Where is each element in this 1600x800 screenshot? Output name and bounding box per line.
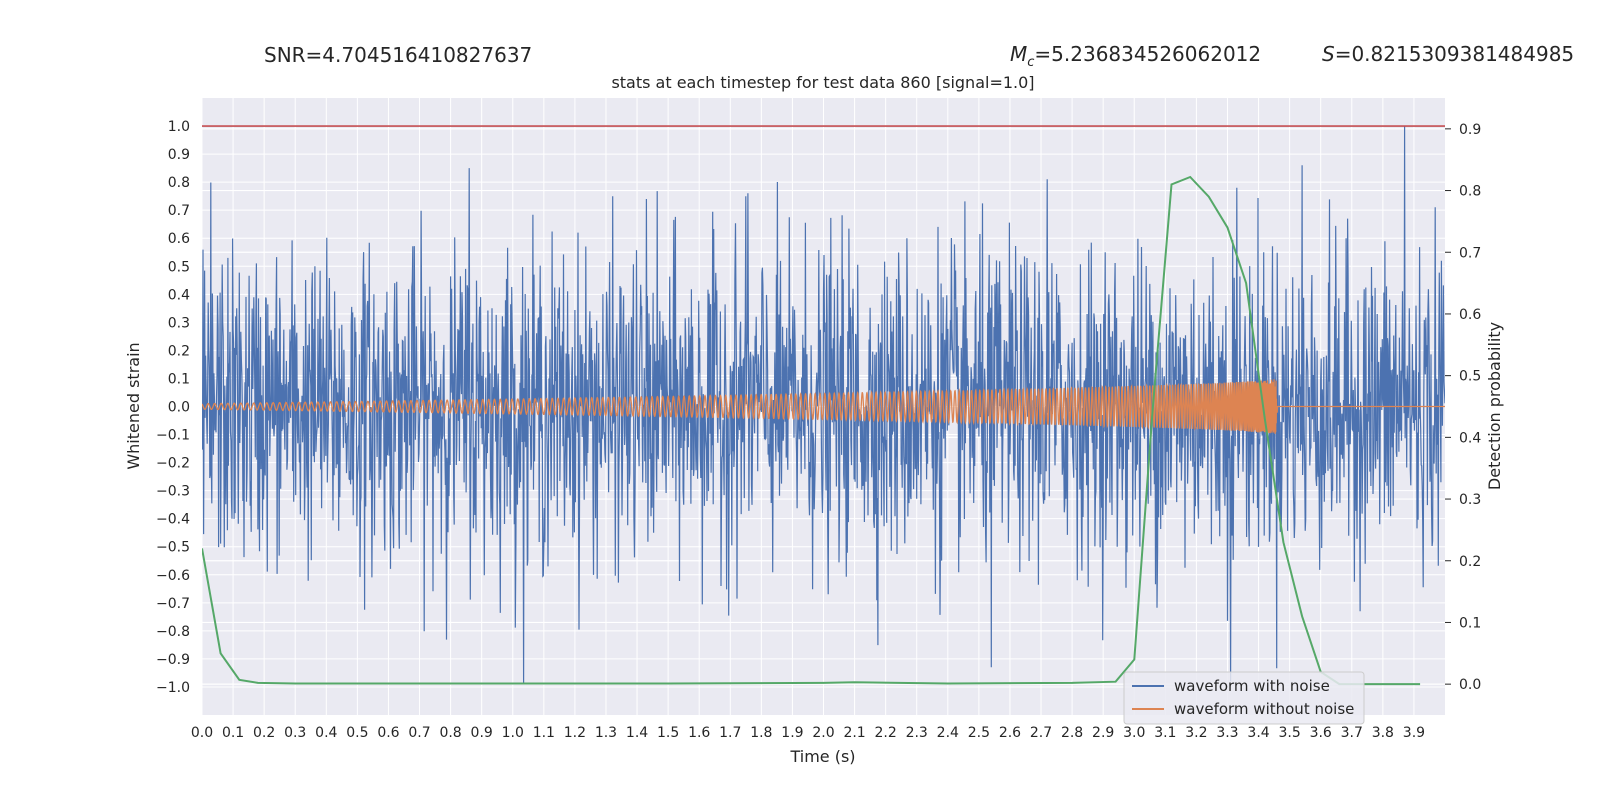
legend-label-clean: waveform without noise (1174, 700, 1354, 718)
y2-tick-label: 0.7 (1459, 245, 1481, 261)
x-tick-label: 2.6 (999, 725, 1021, 741)
chirp-mass-label: Mc=5.236834526062012 (1010, 42, 1261, 70)
y-axis-label: Whitened strain (124, 342, 143, 469)
x-tick-label: 2.7 (1030, 725, 1052, 741)
x-tick-label: 3.9 (1403, 725, 1425, 741)
x-tick-label: 1.6 (688, 725, 710, 741)
x-tick-label: 1.7 (719, 725, 741, 741)
y-tick-label: 0.2 (168, 343, 190, 359)
y-tick-label: −0.6 (156, 568, 190, 584)
y-tick-label: −0.2 (156, 456, 190, 472)
y-tick-label: 0.9 (168, 147, 190, 163)
x-tick-label: 1.1 (533, 725, 555, 741)
y-tick-label: −1.0 (156, 680, 190, 696)
x-tick-label: 2.1 (843, 725, 865, 741)
x-tick-label: 1.5 (657, 725, 679, 741)
y2-tick-label: 0.6 (1459, 307, 1481, 323)
legend: waveform with noise waveform without noi… (1123, 671, 1365, 725)
y-tick-label: −0.5 (156, 540, 190, 556)
x-tick-label: 2.2 (875, 725, 897, 741)
snr-label: SNR=4.704516410827637 (264, 43, 532, 67)
x-tick-label: 1.9 (781, 725, 803, 741)
y-tick-label: 0.7 (168, 203, 190, 219)
series-waveform-with-noise (202, 125, 1445, 684)
x-tick-label: 0.9 (471, 725, 493, 741)
y2-axis-label: Detection probability (1485, 322, 1504, 490)
y2-axis-ticks: 0.9 0.8 0.7 0.6 0.5 0.4 0.3 0.2 0.1 0.0 (1445, 122, 1481, 693)
series-waveform-without-noise (202, 379, 1445, 434)
x-axis-label: Time (s) (789, 747, 855, 766)
x-tick-label: 0.2 (253, 725, 275, 741)
x-tick-label: 3.2 (1185, 725, 1207, 741)
y-tick-label: 0.0 (168, 400, 190, 416)
y2-tick-label: 0.4 (1459, 430, 1481, 446)
x-tick-label: 3.3 (1216, 725, 1238, 741)
x-tick-label: 3.0 (1123, 725, 1145, 741)
y-tick-label: −0.7 (156, 596, 190, 612)
y-tick-label: −0.3 (156, 484, 190, 500)
x-tick-label: 2.4 (937, 725, 959, 741)
x-axis-ticks: 0.0 0.1 0.2 0.3 0.4 0.5 0.6 0.7 0.8 0.9 1.0 1.1 1.2 1… (191, 725, 1425, 741)
y-tick-label: 0.1 (168, 371, 190, 387)
x-tick-label: 1.4 (626, 725, 648, 741)
x-tick-label: 0.3 (284, 725, 306, 741)
y2-tick-label: 0.0 (1459, 677, 1481, 693)
y2-tick-label: 0.3 (1459, 492, 1481, 508)
x-tick-label: 1.0 (502, 725, 524, 741)
x-tick-label: 0.7 (408, 725, 430, 741)
s-value-label: S=0.8215309381484985 (1322, 42, 1574, 66)
x-tick-label: 2.5 (968, 725, 990, 741)
x-tick-label: 1.3 (595, 725, 617, 741)
x-tick-label: 3.7 (1341, 725, 1363, 741)
y2-tick-label: 0.5 (1459, 369, 1481, 385)
y2-tick-label: 0.2 (1459, 554, 1481, 570)
x-tick-label: 0.0 (191, 725, 213, 741)
y2-tick-label: 0.8 (1459, 184, 1481, 200)
y-tick-label: −0.1 (156, 428, 190, 444)
y-tick-label: 1.0 (168, 119, 190, 135)
x-tick-label: 3.1 (1154, 725, 1176, 741)
x-tick-label: 2.9 (1092, 725, 1114, 741)
legend-box (1123, 671, 1365, 725)
x-tick-label: 3.6 (1310, 725, 1332, 741)
y-tick-label: 0.5 (168, 259, 190, 275)
chart-title: stats at each timestep for test data 860… (611, 73, 1034, 92)
y-tick-label: 0.4 (168, 287, 190, 303)
series-layer (202, 125, 1445, 686)
y-tick-label: 0.3 (168, 315, 190, 331)
y2-tick-label: 0.9 (1459, 122, 1481, 138)
x-tick-label: 0.6 (377, 725, 399, 741)
y-tick-label: 0.6 (168, 231, 190, 247)
x-tick-label: 1.8 (750, 725, 772, 741)
y-tick-label: −0.9 (156, 652, 190, 668)
legend-label-noise: waveform with noise (1174, 677, 1330, 695)
x-tick-label: 2.3 (906, 725, 928, 741)
x-tick-label: 0.1 (222, 725, 244, 741)
x-tick-label: 2.0 (812, 725, 834, 741)
y-tick-label: −0.4 (156, 512, 190, 528)
series-detection-probability (202, 175, 1421, 686)
x-tick-label: 3.8 (1372, 725, 1394, 741)
x-tick-label: 1.2 (564, 725, 586, 741)
x-tick-label: 3.5 (1278, 725, 1300, 741)
y2-tick-label: 0.1 (1459, 615, 1481, 631)
y-tick-label: −0.8 (156, 624, 190, 640)
x-tick-label: 3.4 (1247, 725, 1269, 741)
y-tick-label: 0.8 (168, 175, 190, 191)
x-tick-label: 0.4 (315, 725, 337, 741)
x-tick-label: 0.8 (439, 725, 461, 741)
x-tick-label: 2.8 (1061, 725, 1083, 741)
y-axis-ticks: 1.0 0.9 0.8 0.7 0.6 0.5 0.4 0.3 0.2 0.1 0.0 −0.1 −0.… (156, 119, 190, 696)
x-tick-label: 0.5 (346, 725, 368, 741)
